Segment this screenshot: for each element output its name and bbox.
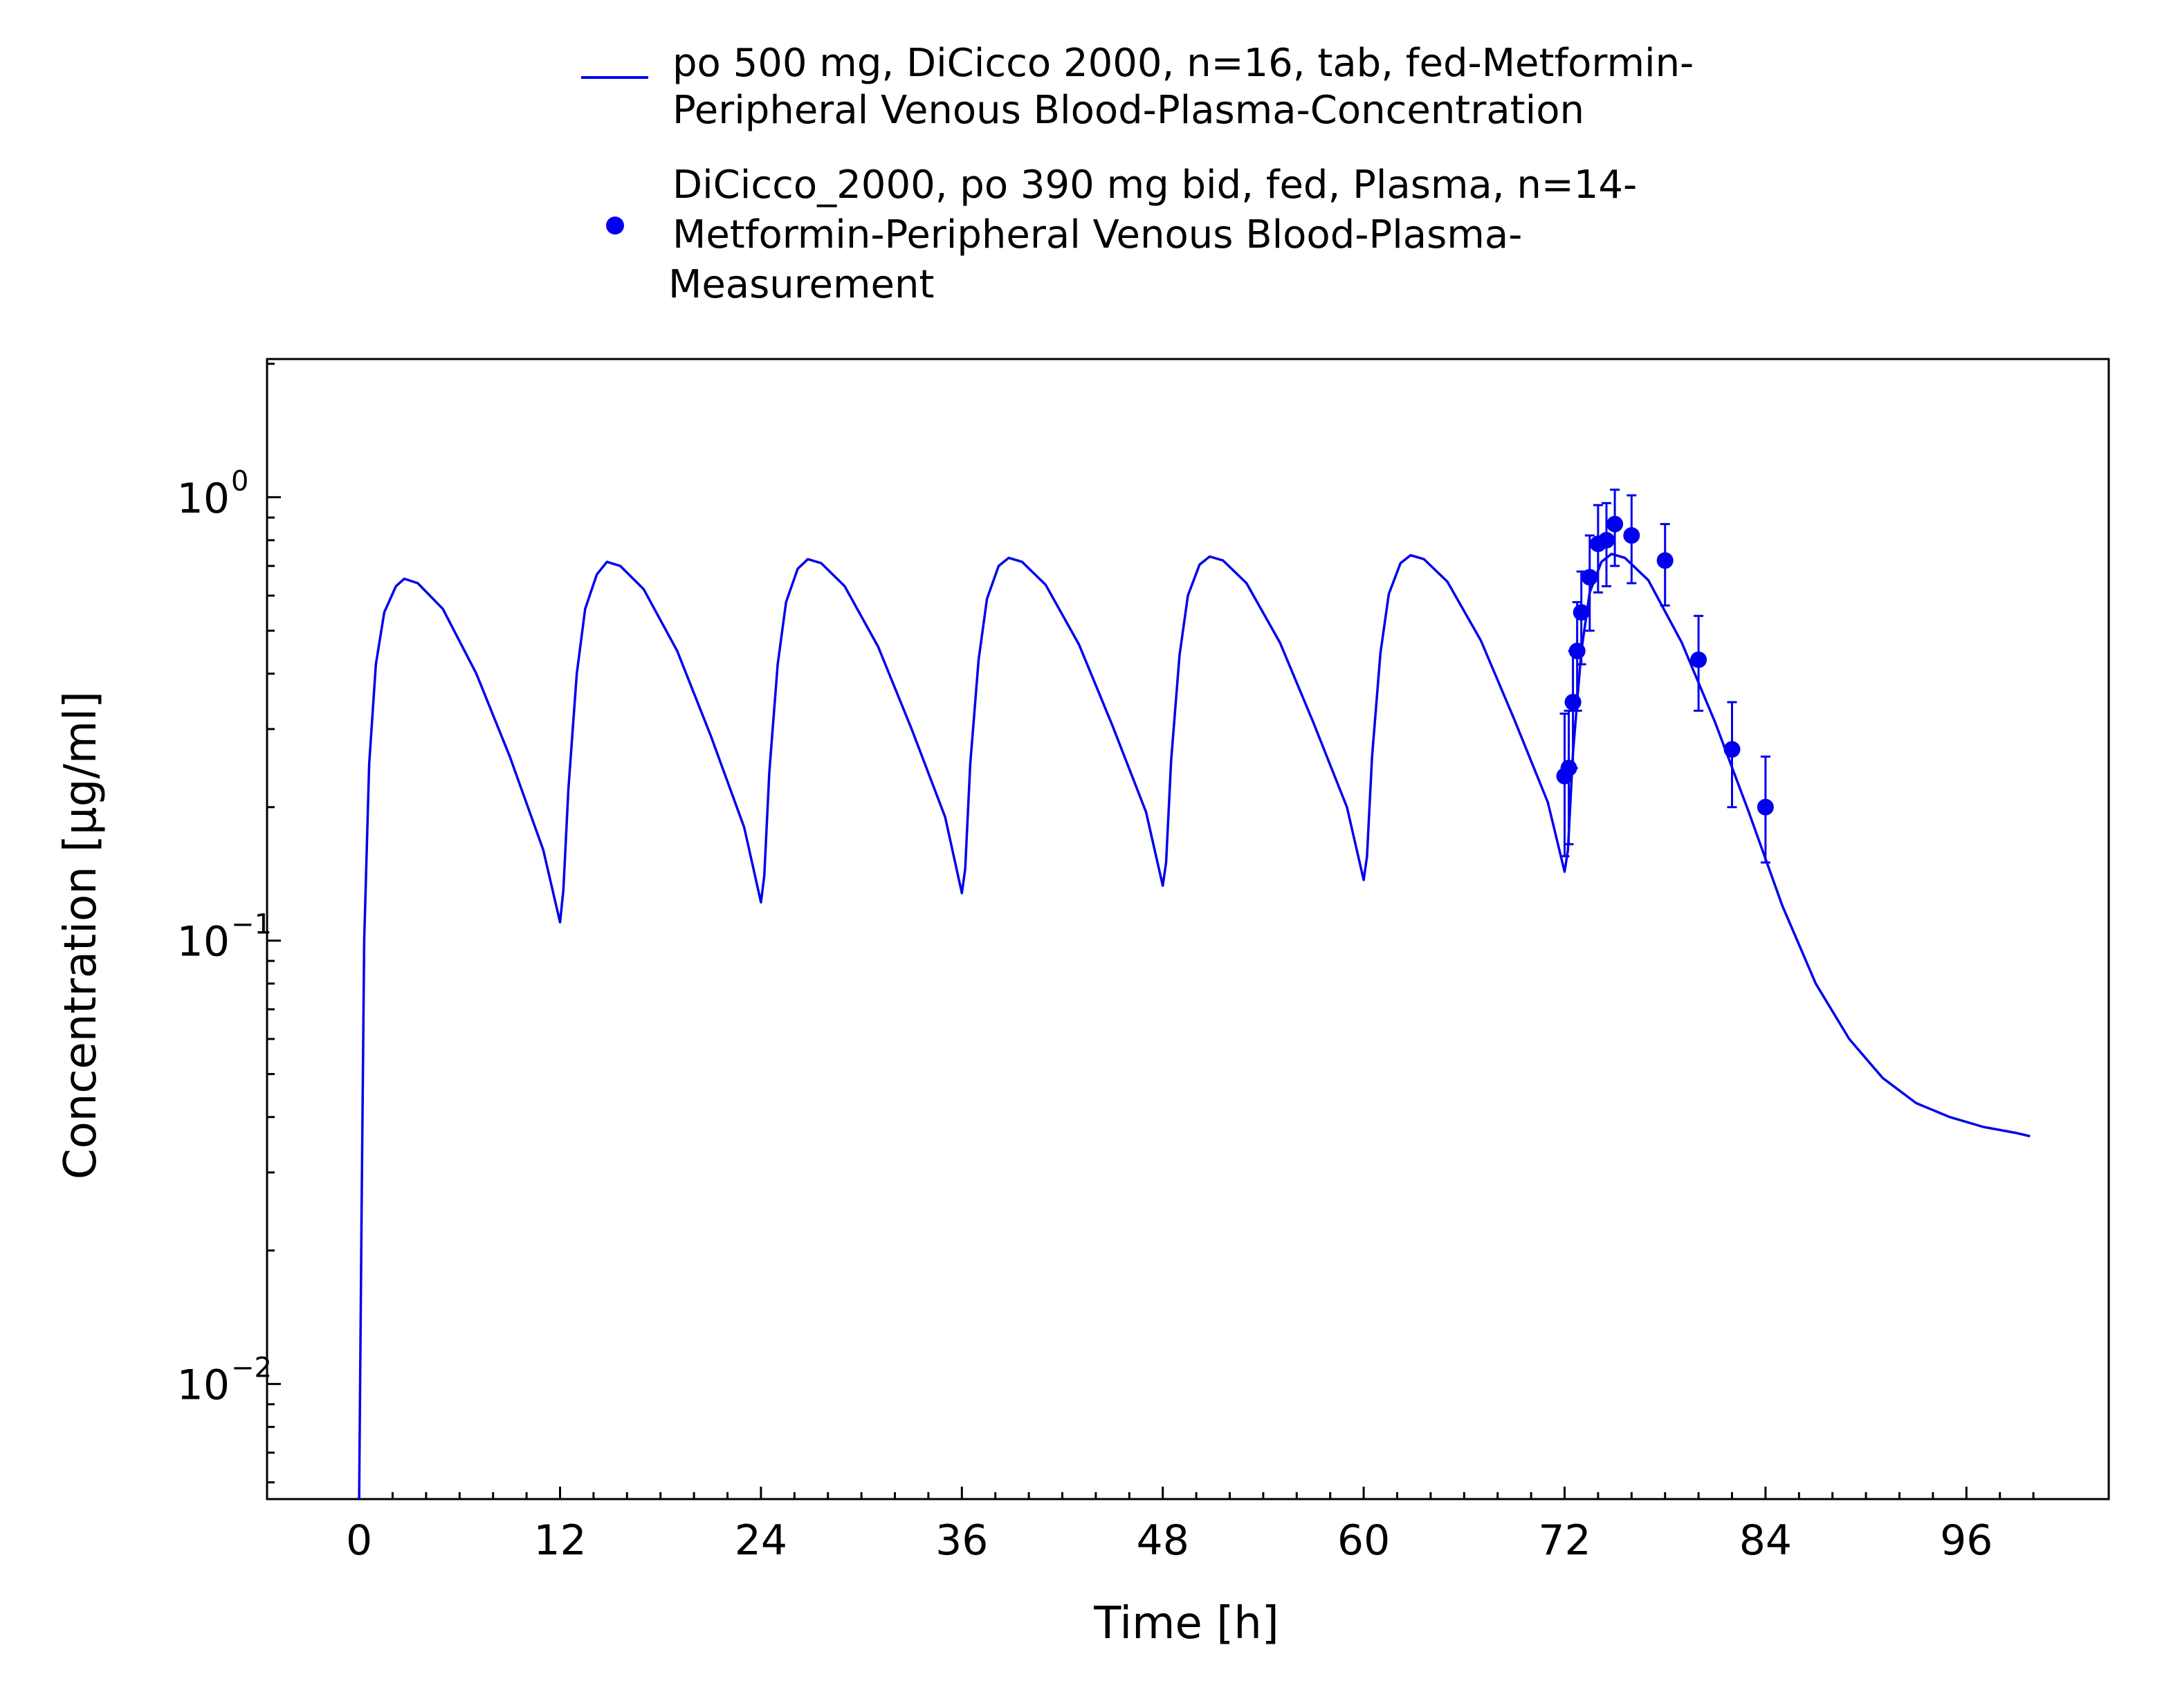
- measurement-point: [1573, 604, 1590, 621]
- plot-frame: [266, 358, 2110, 1500]
- measurement-point: [1723, 741, 1741, 758]
- legend-label-marker-1: DiCicco_2000, po 390 mg bid, fed, Plasma…: [672, 163, 1637, 208]
- y-tick-label: 10: [177, 1361, 230, 1410]
- legend-label-line-1: po 500 mg, DiCicco 2000, n=16, tab, fed-…: [672, 41, 1694, 86]
- y-axis-title: Concentration [µg/ml]: [55, 691, 107, 1179]
- x-tick-label: 24: [735, 1516, 787, 1565]
- x-tick-label: 96: [1940, 1516, 1992, 1565]
- y-tick-label-exponent: 0: [231, 466, 248, 497]
- legend-marker-swatch: [606, 217, 624, 235]
- x-tick-label: 72: [1538, 1516, 1591, 1565]
- x-tick-label: 84: [1739, 1516, 1792, 1565]
- x-tick-label: 36: [935, 1516, 988, 1565]
- legend-label-line-2: Peripheral Venous Blood-Plasma-Concentra…: [672, 88, 1584, 133]
- measurement-point: [1606, 515, 1624, 533]
- x-tick-label: 12: [533, 1516, 586, 1565]
- x-tick-label: 48: [1137, 1516, 1189, 1565]
- legend-label-marker-2: Metformin-Peripheral Venous Blood-Plasma…: [672, 212, 1522, 257]
- measurement-point: [1623, 527, 1640, 544]
- x-tick-label: 60: [1337, 1516, 1390, 1565]
- measurement-point: [1564, 694, 1582, 711]
- legend-label-marker-3: Measurement: [668, 262, 934, 307]
- y-tick-label: 10: [177, 475, 230, 523]
- plot-layer: [358, 488, 2031, 1500]
- measurement-point: [1757, 798, 1774, 816]
- x-axis-title: Time [h]: [1093, 1598, 1279, 1649]
- measurement-point: [1690, 651, 1707, 668]
- measurement-point: [1656, 552, 1674, 569]
- measurement-point: [1568, 643, 1586, 660]
- y-tick-label: 10: [177, 918, 230, 966]
- y-tick-label-exponent: −1: [231, 909, 272, 941]
- legend: po 500 mg, DiCicco 2000, n=16, tab, fed-…: [581, 41, 1694, 307]
- measurement-point: [1598, 531, 1615, 549]
- measurement-point: [1581, 569, 1598, 586]
- x-tick-label: 0: [346, 1516, 372, 1565]
- y-tick-label-exponent: −2: [231, 1352, 272, 1384]
